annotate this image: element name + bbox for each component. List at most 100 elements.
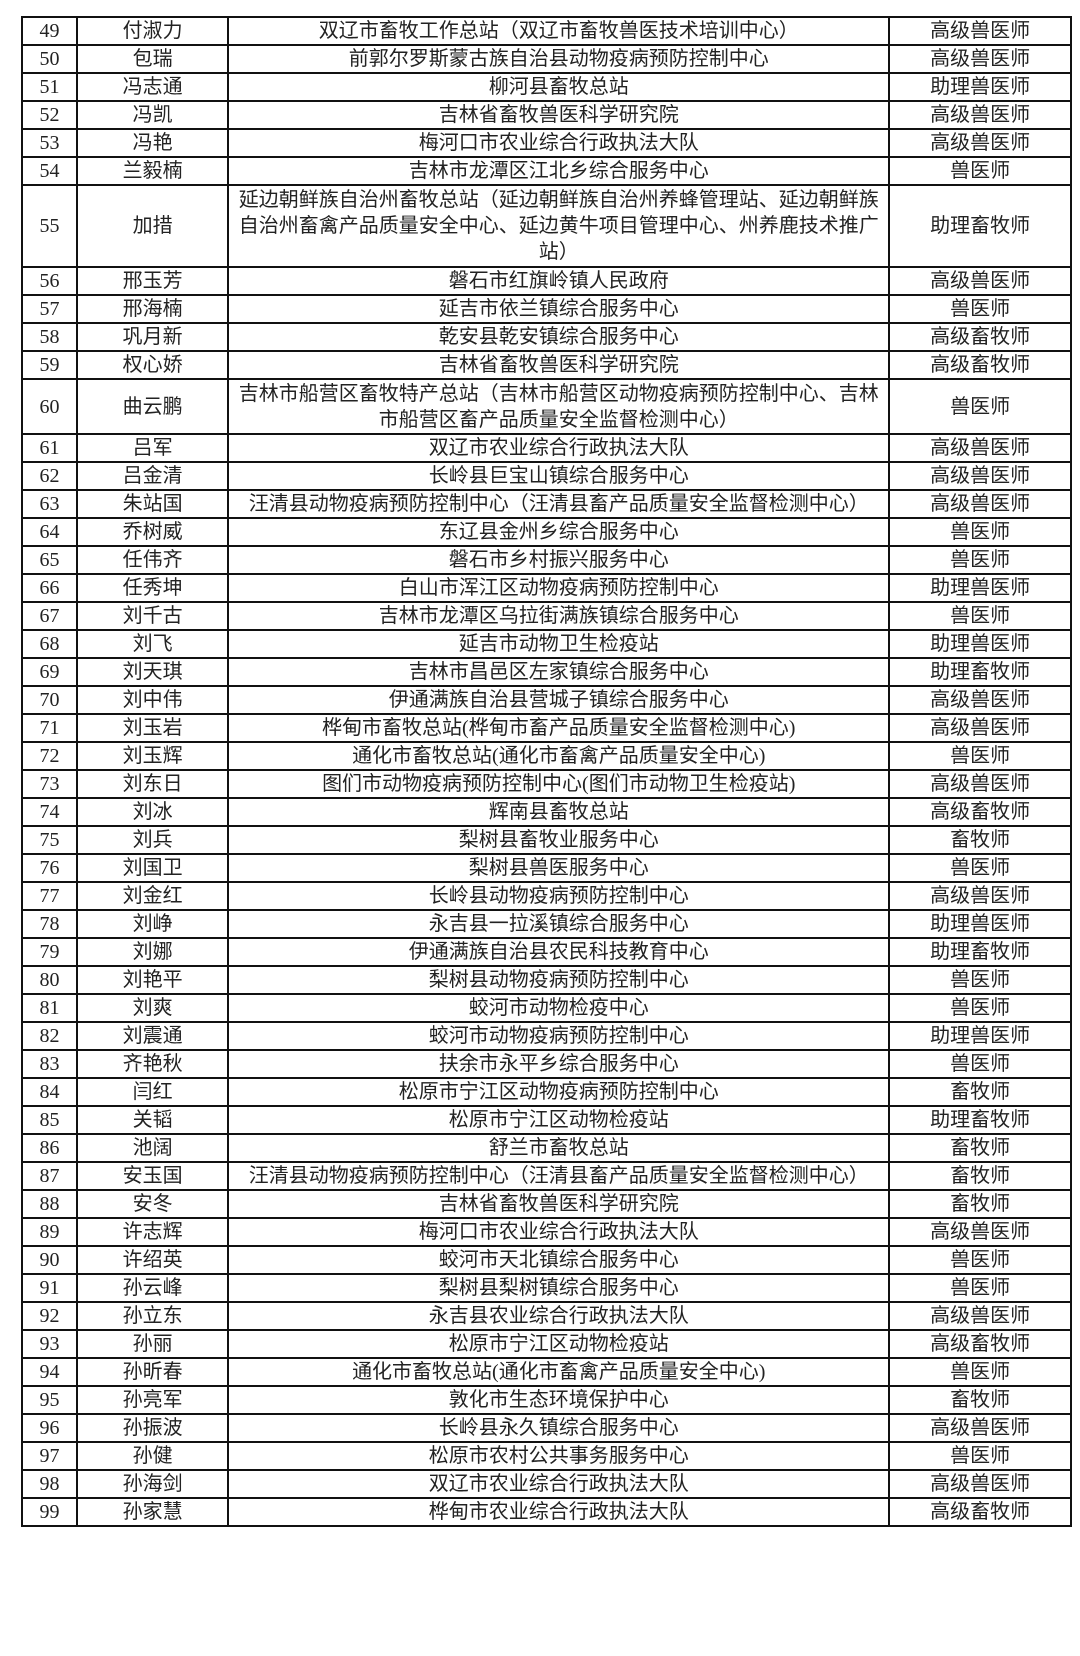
table-row: 94 孙昕春 通化市畜牧总站(通化市畜禽产品质量安全中心) 兽医师 [20,1357,1072,1387]
work-unit-cell: 辉南县畜牧总站 [227,797,891,827]
table-row: 56 邢玉芳 磐石市红旗岭镇人民政府 高级兽医师 [20,266,1072,296]
professional-title-cell: 兽医师 [888,294,1072,324]
work-unit-cell: 梨树县动物疫病预防控制中心 [227,965,891,995]
person-name-cell: 孙振波 [76,1413,230,1443]
person-name-cell: 邢海楠 [76,294,230,324]
person-name-cell: 邢玉芳 [76,266,230,296]
professional-title-cell: 高级畜牧师 [888,1329,1072,1359]
row-number-cell: 76 [20,853,79,883]
work-unit-cell: 前郭尔罗斯蒙古族自治县动物疫病预防控制中心 [227,44,891,74]
work-unit-cell: 双辽市农业综合行政执法大队 [227,433,891,463]
work-unit-cell: 梨树县畜牧业服务中心 [227,825,891,855]
work-unit-cell: 通化市畜牧总站(通化市畜禽产品质量安全中心) [227,741,891,771]
table-body: 49 付淑力 双辽市畜牧工作总站（双辽市畜牧兽医技术培训中心） 高级兽医师 50 包瑞 前郭… [20,16,1072,1527]
row-number-cell: 99 [20,1497,79,1527]
person-name-cell: 孙昕春 [76,1357,230,1387]
work-unit-cell: 舒兰市畜牧总站 [227,1133,891,1163]
person-name-cell: 孙丽 [76,1329,230,1359]
person-name-cell: 冯艳 [76,128,230,158]
person-name-cell: 孙亮军 [76,1385,230,1415]
table-row: 51 冯志通 柳河县畜牧总站 助理兽医师 [20,72,1072,102]
table-row: 49 付淑力 双辽市畜牧工作总站（双辽市畜牧兽医技术培训中心） 高级兽医师 [20,16,1072,46]
table-row: 62 吕金清 长岭县巨宝山镇综合服务中心 高级兽医师 [20,461,1072,491]
table-row: 58 巩月新 乾安县乾安镇综合服务中心 高级畜牧师 [20,322,1072,352]
table-row: 52 冯凯 吉林省畜牧兽医科学研究院 高级兽医师 [20,100,1072,130]
work-unit-cell: 延吉市依兰镇综合服务中心 [227,294,891,324]
row-number-cell: 62 [20,461,79,491]
work-unit-cell: 梅河口市农业综合行政执法大队 [227,1217,891,1247]
person-name-cell: 冯凯 [76,100,230,130]
row-number-cell: 53 [20,128,79,158]
table-row: 69 刘天琪 吉林市昌邑区左家镇综合服务中心 助理畜牧师 [20,657,1072,687]
person-name-cell: 安玉国 [76,1161,230,1191]
person-name-cell: 刘玉辉 [76,741,230,771]
professional-title-cell: 兽医师 [888,1441,1072,1471]
work-unit-cell: 桦甸市农业综合行政执法大队 [227,1497,891,1527]
work-unit-cell: 伊通满族自治县营城子镇综合服务中心 [227,685,891,715]
table-row: 63 朱站国 汪清县动物疫病预防控制中心（汪清县畜产品质量安全监督检测中心） 高级兽医… [20,489,1072,519]
professional-title-cell: 高级兽医师 [888,769,1072,799]
row-number-cell: 83 [20,1049,79,1079]
work-unit-cell: 蛟河市动物检疫中心 [227,993,891,1023]
professional-title-cell: 兽医师 [888,853,1072,883]
row-number-cell: 86 [20,1133,79,1163]
work-unit-cell: 汪清县动物疫病预防控制中心（汪清县畜产品质量安全监督检测中心） [227,1161,891,1191]
table-row: 73 刘东日 图们市动物疫病预防控制中心(图们市动物卫生检疫站) 高级兽医师 [20,769,1072,799]
professional-title-cell: 兽医师 [888,156,1072,186]
professional-title-cell: 畜牧师 [888,1385,1072,1415]
work-unit-cell: 长岭县动物疫病预防控制中心 [227,881,891,911]
person-name-cell: 冯志通 [76,72,230,102]
person-name-cell: 刘玉岩 [76,713,230,743]
person-name-cell: 安冬 [76,1189,230,1219]
table-row: 74 刘冰 辉南县畜牧总站 高级畜牧师 [20,797,1072,827]
person-name-cell: 孙云峰 [76,1273,230,1303]
professional-title-cell: 兽医师 [888,601,1072,631]
work-unit-cell: 永吉县一拉溪镇综合服务中心 [227,909,891,939]
professional-title-cell: 高级兽医师 [888,881,1072,911]
row-number-cell: 72 [20,741,79,771]
person-name-cell: 刘中伟 [76,685,230,715]
table-row: 86 池阔 舒兰市畜牧总站 畜牧师 [20,1133,1072,1163]
professional-title-cell: 助理畜牧师 [888,1105,1072,1135]
professional-title-cell: 高级兽医师 [888,1217,1072,1247]
person-name-cell: 刘震通 [76,1021,230,1051]
professional-title-cell: 高级兽医师 [888,1301,1072,1331]
professional-title-cell: 兽医师 [888,741,1072,771]
person-name-cell: 关韬 [76,1105,230,1135]
professional-title-cell: 高级畜牧师 [888,797,1072,827]
professional-title-cell: 兽医师 [888,1049,1072,1079]
professional-title-cell: 助理兽医师 [888,629,1072,659]
person-name-cell: 刘冰 [76,797,230,827]
professional-title-cell: 助理兽医师 [888,72,1072,102]
row-number-cell: 70 [20,685,79,715]
row-number-cell: 87 [20,1161,79,1191]
table-row: 95 孙亮军 敦化市生态环境保护中心 畜牧师 [20,1385,1072,1415]
row-number-cell: 57 [20,294,79,324]
row-number-cell: 65 [20,545,79,575]
person-name-cell: 吕军 [76,433,230,463]
professional-title-cell: 兽医师 [888,517,1072,547]
work-unit-cell: 吉林省畜牧兽医科学研究院 [227,1189,891,1219]
row-number-cell: 92 [20,1301,79,1331]
table-row: 53 冯艳 梅河口市农业综合行政执法大队 高级兽医师 [20,128,1072,158]
row-number-cell: 80 [20,965,79,995]
person-name-cell: 孙家慧 [76,1497,230,1527]
table-row: 85 关韬 松原市宁江区动物检疫站 助理畜牧师 [20,1105,1072,1135]
professional-title-cell: 高级兽医师 [888,266,1072,296]
professional-title-cell: 畜牧师 [888,1161,1072,1191]
table-row: 81 刘爽 蛟河市动物检疫中心 兽医师 [20,993,1072,1023]
table-row: 90 许绍英 蛟河市天北镇综合服务中心 兽医师 [20,1245,1072,1275]
professional-title-cell: 高级兽医师 [888,685,1072,715]
work-unit-cell: 梨树县梨树镇综合服务中心 [227,1273,891,1303]
work-unit-cell: 吉林市昌邑区左家镇综合服务中心 [227,657,891,687]
professional-title-cell: 助理畜牧师 [888,657,1072,687]
person-name-cell: 吕金清 [76,461,230,491]
work-unit-cell: 长岭县巨宝山镇综合服务中心 [227,461,891,491]
work-unit-cell: 蛟河市天北镇综合服务中心 [227,1245,891,1275]
professional-title-cell: 助理兽医师 [888,573,1072,603]
person-name-cell: 刘国卫 [76,853,230,883]
row-number-cell: 89 [20,1217,79,1247]
table-row: 72 刘玉辉 通化市畜牧总站(通化市畜禽产品质量安全中心) 兽医师 [20,741,1072,771]
professional-title-cell: 高级畜牧师 [888,350,1072,380]
table-row: 79 刘娜 伊通满族自治县农民科技教育中心 助理畜牧师 [20,937,1072,967]
